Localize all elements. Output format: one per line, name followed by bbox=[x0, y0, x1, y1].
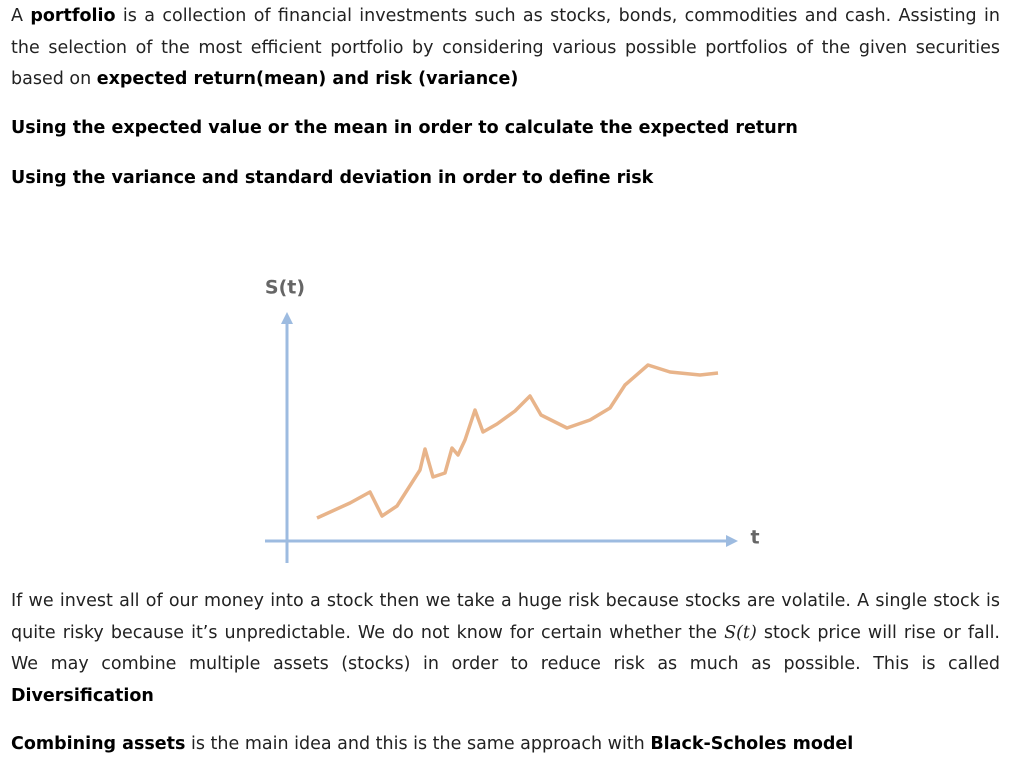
stock-figure: S(t) t bbox=[265, 277, 760, 563]
text: is the main idea and this is the same ap… bbox=[185, 734, 651, 754]
bold-text: Using the variance and standard deviatio… bbox=[11, 168, 654, 188]
bold-text: portfolio bbox=[30, 6, 116, 26]
paragraph: Using the expected value or the mean in … bbox=[11, 113, 1000, 145]
text: stock price will rise or fall. We may co… bbox=[11, 622, 1000, 675]
paragraph: If we invest all of our money into a sto… bbox=[11, 586, 1000, 712]
paragraph: A portfolio is a collection of financial… bbox=[11, 1, 1000, 96]
text: is a collection of financial investments… bbox=[11, 6, 1000, 89]
x-arrow bbox=[726, 535, 738, 547]
text: A bbox=[11, 6, 31, 26]
bold-text: Using the expected value or the mean in … bbox=[11, 118, 798, 138]
bold-text: Diversification bbox=[11, 685, 154, 706]
y-arrow bbox=[281, 312, 293, 324]
text: If we invest all of our money into a sto… bbox=[11, 591, 1000, 643]
math-text: S(t) bbox=[724, 622, 757, 643]
paragraph: Using the variance and standard deviatio… bbox=[11, 163, 1000, 195]
paragraph: Combining assets is the main idea and th… bbox=[11, 729, 1000, 761]
x-label: t bbox=[750, 527, 759, 549]
y-label: S(t) bbox=[265, 277, 305, 299]
price-line bbox=[316, 363, 719, 520]
bold-text: Black-Scholes model bbox=[650, 734, 854, 754]
bold-text: expected return(mean) and risk (variance… bbox=[96, 69, 519, 89]
bold-text: Combining assets bbox=[11, 734, 186, 754]
